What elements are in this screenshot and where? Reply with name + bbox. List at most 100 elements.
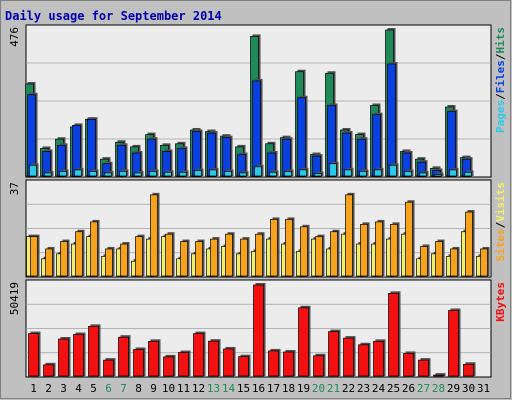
bar-sites	[315, 236, 323, 277]
x-tick-label: 18	[282, 382, 295, 395]
bar-sites	[375, 221, 383, 277]
x-tick-label: 17	[267, 382, 280, 395]
bar-kbytes	[73, 334, 84, 377]
bar-pages	[449, 169, 457, 177]
bar-kbytes	[223, 348, 234, 377]
bar-pages	[389, 164, 397, 177]
x-tick-label: 1	[30, 382, 37, 395]
bar-pages	[29, 164, 37, 177]
bar-sites	[360, 224, 368, 277]
x-tick-label: 28	[432, 382, 445, 395]
bar-pages	[434, 174, 442, 177]
bar-sites	[210, 238, 218, 277]
bar-sites	[45, 248, 53, 277]
bar-kbytes	[343, 337, 354, 377]
x-tick-label: 25	[387, 382, 400, 395]
bar-sites	[60, 241, 68, 277]
x-tick-label: 2	[45, 382, 52, 395]
bar-sites	[150, 194, 158, 277]
bar-files	[372, 114, 381, 177]
bar-pages	[254, 166, 262, 177]
bar-kbytes	[28, 333, 39, 377]
bar-pages	[104, 172, 112, 177]
bar-pages	[164, 171, 172, 177]
legend-entry: Visits	[494, 182, 507, 222]
legend-entry: /	[494, 93, 507, 100]
bar-kbytes	[298, 307, 309, 377]
bar-sites	[300, 226, 308, 277]
x-tick-label: 16	[252, 382, 265, 395]
bar-kbytes	[418, 359, 429, 377]
bar-pages	[404, 171, 412, 177]
x-tick-label: 24	[372, 382, 386, 395]
x-tick-label: 20	[312, 382, 325, 395]
bar-kbytes	[433, 374, 444, 377]
x-tick-label: 6	[105, 382, 112, 395]
bar-sites	[270, 219, 278, 277]
bar-pages	[149, 171, 157, 177]
bar-kbytes	[208, 340, 219, 377]
bar-kbytes	[43, 364, 54, 377]
panel-middle-legend: Sites/Visits	[494, 182, 507, 262]
x-tick-label: 12	[192, 382, 205, 395]
x-tick-label: 5	[90, 382, 97, 395]
bar-kbytes	[58, 338, 69, 377]
x-tick-label: 19	[297, 382, 310, 395]
x-tick-label: 30	[462, 382, 475, 395]
x-axis-labels: 1 2 3 4 5 6 7 8 9 10 11 12 13 14 15 16 17 18 19 20 21 22 23 24 2…	[30, 382, 490, 395]
bar-sites	[135, 236, 143, 277]
bar-pages	[44, 172, 52, 177]
bar-sites	[345, 194, 353, 277]
legend-entry: Files	[494, 60, 507, 93]
panel-middle-max-label: 37	[8, 182, 21, 195]
chart-title: Daily usage for September 2014	[5, 9, 222, 23]
bar-kbytes	[118, 336, 129, 377]
x-tick-label: 29	[447, 382, 460, 395]
bar-pages	[134, 172, 142, 177]
bar-kbytes	[163, 356, 174, 377]
legend-entry: /	[494, 53, 507, 60]
bar-sites	[420, 246, 428, 277]
bar-sites	[465, 211, 473, 277]
panel-middle: 37 Sites/Visits	[8, 179, 507, 278]
bar-kbytes	[103, 359, 114, 377]
bar-files	[297, 97, 306, 177]
bar-kbytes	[463, 363, 474, 377]
bar-kbytes	[268, 350, 279, 377]
bar-sites	[480, 248, 488, 277]
bar-pages	[299, 169, 307, 177]
legend-entry: Sites	[494, 228, 507, 261]
bar-pages	[179, 171, 187, 177]
bar-pages	[74, 169, 82, 177]
bar-pages	[344, 169, 352, 177]
bar-pages	[419, 172, 427, 177]
bar-pages	[59, 171, 67, 177]
bar-kbytes	[358, 344, 369, 377]
bar-sites	[75, 231, 83, 277]
bar-kbytes	[133, 349, 144, 377]
bar-kbytes	[403, 353, 414, 377]
bar-pages	[194, 170, 202, 177]
bar-sites	[90, 221, 98, 277]
bar-pages	[119, 171, 127, 177]
bar-sites	[195, 241, 203, 277]
bar-pages	[374, 169, 382, 177]
bar-kbytes	[388, 292, 399, 377]
legend-entry: /	[494, 221, 507, 228]
bar-pages	[359, 171, 367, 177]
bar-sites	[450, 248, 458, 277]
x-tick-label: 11	[177, 382, 190, 395]
x-tick-label: 3	[60, 382, 67, 395]
bar-files	[252, 80, 261, 177]
bar-pages	[329, 163, 337, 177]
bar-sites	[105, 248, 113, 277]
x-tick-label: 10	[162, 382, 175, 395]
x-tick-label: 21	[327, 382, 340, 395]
bar-pages	[284, 171, 292, 177]
bar-pages	[269, 171, 277, 177]
bar-kbytes	[283, 351, 294, 377]
bar-kbytes	[373, 340, 384, 377]
